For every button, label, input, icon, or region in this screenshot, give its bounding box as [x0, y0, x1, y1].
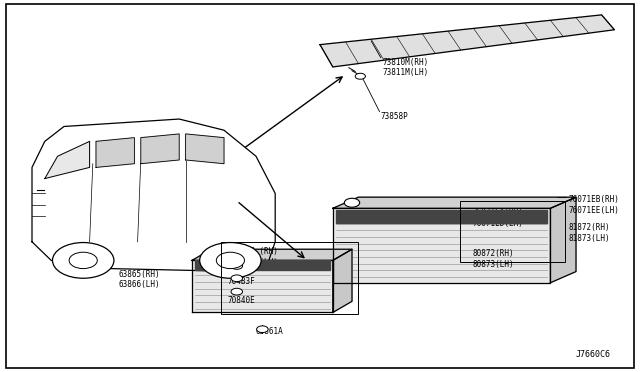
- Circle shape: [257, 326, 268, 333]
- Polygon shape: [333, 208, 550, 283]
- Polygon shape: [96, 138, 134, 167]
- Text: 70840E: 70840E: [227, 296, 255, 305]
- Text: 81872(RH)
81873(LH): 81872(RH) 81873(LH): [568, 223, 610, 243]
- Circle shape: [216, 252, 244, 269]
- Polygon shape: [336, 210, 547, 223]
- Polygon shape: [333, 197, 576, 208]
- Text: 76071E (RH)
76071EC(LH): 76071E (RH) 76071EC(LH): [227, 247, 278, 267]
- Polygon shape: [45, 141, 90, 179]
- Polygon shape: [192, 260, 333, 312]
- Text: 63861A: 63861A: [256, 327, 284, 336]
- Circle shape: [52, 243, 114, 278]
- Polygon shape: [32, 119, 275, 272]
- Polygon shape: [550, 197, 576, 283]
- Circle shape: [231, 288, 243, 295]
- Polygon shape: [192, 249, 352, 260]
- Circle shape: [344, 198, 360, 207]
- Text: 63865(RH)
63866(LH): 63865(RH) 63866(LH): [118, 270, 160, 289]
- Text: 76071EB(RH)
76071EE(LH): 76071EB(RH) 76071EE(LH): [568, 195, 619, 215]
- Circle shape: [231, 263, 243, 269]
- Text: 76071EA(RH)
76071ED(LH): 76071EA(RH) 76071ED(LH): [472, 208, 523, 228]
- Circle shape: [69, 252, 97, 269]
- Polygon shape: [195, 260, 330, 270]
- Polygon shape: [333, 249, 352, 312]
- Text: 73810M(RH)
73811M(LH): 73810M(RH) 73811M(LH): [383, 58, 429, 77]
- Polygon shape: [320, 15, 614, 67]
- Circle shape: [355, 73, 365, 79]
- Polygon shape: [186, 134, 224, 164]
- Circle shape: [200, 243, 261, 278]
- Circle shape: [231, 275, 243, 282]
- Text: 764B3F: 764B3F: [227, 277, 255, 286]
- Text: J7660C6: J7660C6: [576, 350, 611, 359]
- Text: 80872(RH)
80873(LH): 80872(RH) 80873(LH): [472, 249, 514, 269]
- Polygon shape: [141, 134, 179, 164]
- Text: 73858P: 73858P: [381, 112, 408, 121]
